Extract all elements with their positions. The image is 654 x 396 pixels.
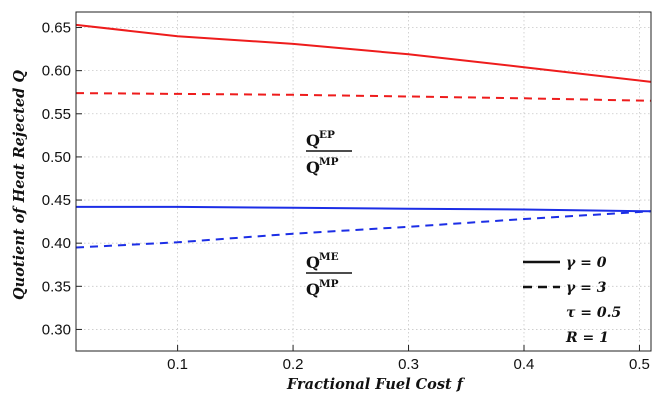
annotation-me-denominator-sup: MP [319, 278, 339, 290]
y-tick-labels: 0.30 0.35 0.40 0.45 0.50 0.55 0.60 0.65 [42, 20, 71, 339]
annotation-ep-numerator: Q [306, 131, 320, 150]
annotation-me-denominator: Q [306, 280, 320, 299]
annotation-ep-over-mp: Q EP Q MP [306, 129, 352, 177]
legend-entry-tau: τ = 0.5 [566, 305, 621, 321]
y-tick-label: 0.60 [42, 63, 71, 80]
annotation-me-over-mp: Q ME Q MP [306, 251, 352, 299]
legend: γ = 0 γ = 3 τ = 0.5 R = 1 [523, 255, 621, 346]
x-tick-label: 0.4 [514, 356, 535, 373]
series-line-3 [76, 205, 652, 213]
x-tick-label: 0.5 [629, 356, 650, 373]
legend-entry-gamma-3: γ = 3 [566, 280, 607, 296]
y-tick-label: 0.65 [42, 20, 71, 37]
annotation-ep-denominator: Q [306, 158, 320, 177]
series-line-2 [75, 92, 652, 102]
y-tick-label: 0.35 [42, 278, 71, 295]
grid-lines [76, 12, 651, 351]
y-axis-title: Quotient of Heat Rejected Q [11, 70, 28, 300]
x-tick-label: 0.3 [398, 356, 419, 373]
annotation-ep-denominator-sup: MP [319, 156, 339, 168]
series-line-4 [75, 210, 652, 249]
plot-frame [75, 11, 652, 352]
legend-entry-r: R = 1 [565, 330, 609, 346]
x-tick-label: 0.1 [167, 356, 188, 373]
y-tick-label: 0.45 [42, 192, 71, 209]
series-lines [75, 23, 652, 249]
legend-entry-gamma-0: γ = 0 [566, 255, 607, 271]
annotation-me-numerator-sup: ME [319, 251, 339, 263]
y-tick-label: 0.30 [42, 321, 71, 338]
x-tick-labels: 0.1 0.2 0.3 0.4 0.5 [167, 356, 650, 373]
y-tick-label: 0.40 [42, 235, 71, 252]
y-tick-label: 0.50 [42, 149, 71, 166]
series-line-1 [75, 23, 652, 83]
annotation-ep-numerator-sup: EP [319, 129, 335, 141]
annotation-me-numerator: Q [306, 253, 320, 272]
x-tick-label: 0.2 [283, 356, 304, 373]
y-tick-label: 0.55 [42, 106, 71, 123]
x-axis-title: Fractional Fuel Cost f [286, 376, 466, 393]
